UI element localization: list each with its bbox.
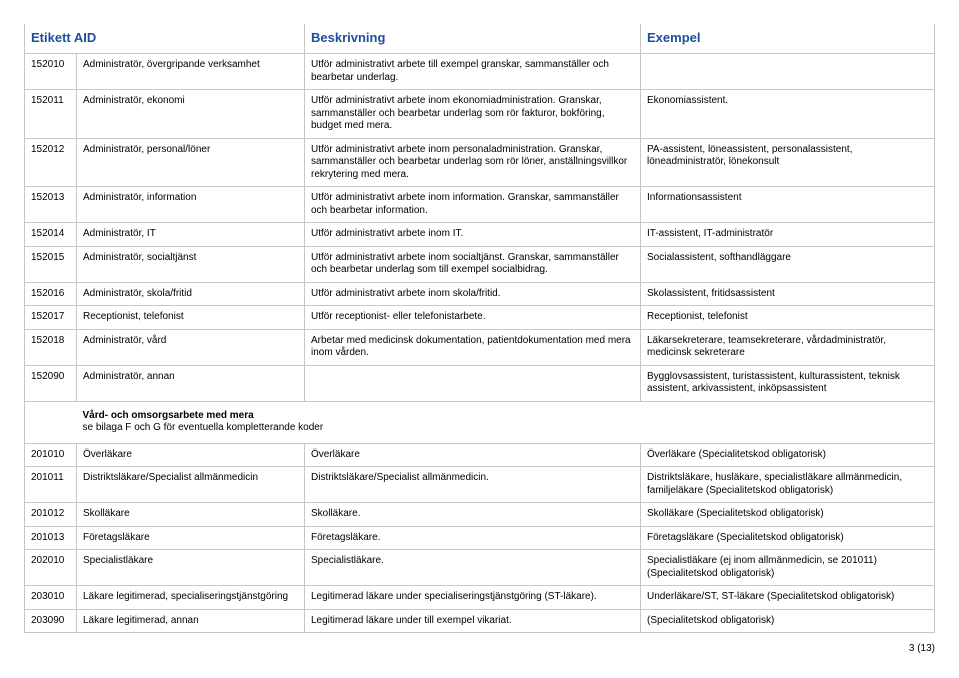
- example-cell: (Specialitetskod obligatorisk): [641, 609, 935, 633]
- table-row: 152018Administratör, vårdArbetar med med…: [25, 329, 935, 365]
- code-cell: 203090: [25, 609, 77, 633]
- table-row: 152014Administratör, ITUtför administrat…: [25, 223, 935, 247]
- table-row: 152090Administratör, annan Bygglovsassist…: [25, 365, 935, 401]
- label-cell: Receptionist, telefonist: [77, 306, 305, 330]
- code-cell: 152015: [25, 246, 77, 282]
- code-cell: 202010: [25, 550, 77, 586]
- desc-cell: Företagsläkare.: [305, 526, 641, 550]
- code-cell: 152010: [25, 54, 77, 90]
- label-cell: Specialistläkare: [77, 550, 305, 586]
- table-row: 202010SpecialistläkareSpecialistläkare.S…: [25, 550, 935, 586]
- table-row: 203010Läkare legitimerad, specialisering…: [25, 586, 935, 610]
- desc-cell: Utför administrativt arbete till exempel…: [305, 54, 641, 90]
- table-row: 152013Administratör, informationUtför ad…: [25, 187, 935, 223]
- label-cell: Administratör, socialtjänst: [77, 246, 305, 282]
- label-cell: Överläkare: [77, 443, 305, 467]
- code-cell: 201013: [25, 526, 77, 550]
- desc-cell: Utför administrativt arbete inom ekonomi…: [305, 90, 641, 139]
- desc-cell: Överläkare: [305, 443, 641, 467]
- table-row: 152010Administratör, övergripande verksa…: [25, 54, 935, 90]
- code-cell: 152018: [25, 329, 77, 365]
- label-cell: Företagsläkare: [77, 526, 305, 550]
- page-number: 3 (13): [24, 633, 935, 654]
- example-cell: [641, 54, 935, 90]
- desc-cell: Utför administrativt arbete inom skola/f…: [305, 282, 641, 306]
- desc-cell: Distriktsläkare/Specialist allmänmedicin…: [305, 467, 641, 503]
- desc-cell: Utför administrativt arbete inom socialt…: [305, 246, 641, 282]
- table-row: 201013FöretagsläkareFöretagsläkare.Föret…: [25, 526, 935, 550]
- code-cell: 152011: [25, 90, 77, 139]
- label-cell: Administratör, IT: [77, 223, 305, 247]
- table-row: 201012SkolläkareSkolläkare.Skolläkare (S…: [25, 503, 935, 527]
- example-cell: Företagsläkare (Specialitetskod obligato…: [641, 526, 935, 550]
- example-cell: Överläkare (Specialitetskod obligatorisk…: [641, 443, 935, 467]
- example-cell: PA-assistent, löneassistent, personalass…: [641, 138, 935, 187]
- label-cell: Administratör, personal/löner: [77, 138, 305, 187]
- code-cell: 201010: [25, 443, 77, 467]
- desc-cell: Specialistläkare.: [305, 550, 641, 586]
- section-title: Vård- och omsorgsarbete med mera: [83, 410, 254, 421]
- example-cell: Ekonomiassistent.: [641, 90, 935, 139]
- desc-cell: Utför receptionist- eller telefonistarbe…: [305, 306, 641, 330]
- label-cell: Administratör, vård: [77, 329, 305, 365]
- table-row: 152012Administratör, personal/lönerUtför…: [25, 138, 935, 187]
- label-cell: Administratör, annan: [77, 365, 305, 401]
- example-cell: Bygglovsassistent, turistassistent, kult…: [641, 365, 935, 401]
- desc-cell: Arbetar med medicinsk dokumentation, pat…: [305, 329, 641, 365]
- desc-cell: Utför administrativt arbete inom persona…: [305, 138, 641, 187]
- label-cell: Administratör, ekonomi: [77, 90, 305, 139]
- label-cell: Läkare legitimerad, annan: [77, 609, 305, 633]
- desc-cell: Utför administrativt arbete inom informa…: [305, 187, 641, 223]
- header-exempel: Exempel: [641, 24, 935, 54]
- example-cell: Underläkare/ST, ST-läkare (Specialitetsk…: [641, 586, 935, 610]
- code-cell: 152016: [25, 282, 77, 306]
- section-heading-text: Vård- och omsorgsarbete med mera se bila…: [77, 401, 935, 443]
- example-cell: Receptionist, telefonist: [641, 306, 935, 330]
- example-cell: Specialistläkare (ej inom allmänmedicin,…: [641, 550, 935, 586]
- code-cell: 152012: [25, 138, 77, 187]
- desc-cell: Legitimerad läkare under till exempel vi…: [305, 609, 641, 633]
- label-cell: Distriktsläkare/Specialist allmänmedicin: [77, 467, 305, 503]
- example-cell: Distriktsläkare, husläkare, specialistlä…: [641, 467, 935, 503]
- section-subtitle: se bilaga F och G för eventuella komplet…: [83, 422, 929, 435]
- desc-cell: Legitimerad läkare under specialiserings…: [305, 586, 641, 610]
- label-cell: Administratör, information: [77, 187, 305, 223]
- table-row: 201011Distriktsläkare/Specialist allmänm…: [25, 467, 935, 503]
- code-cell: 201011: [25, 467, 77, 503]
- header-beskrivning: Beskrivning: [305, 24, 641, 54]
- label-cell: Administratör, skola/fritid: [77, 282, 305, 306]
- code-cell: 152090: [25, 365, 77, 401]
- section-heading: [25, 401, 77, 443]
- table-row: 152017Receptionist, telefonistUtför rece…: [25, 306, 935, 330]
- example-cell: Skolläkare (Specialitetskod obligatorisk…: [641, 503, 935, 527]
- code-cell: 152017: [25, 306, 77, 330]
- header-etikett: Etikett AID: [25, 24, 305, 54]
- table-row: 152015Administratör, socialtjänstUtför a…: [25, 246, 935, 282]
- code-cell: 201012: [25, 503, 77, 527]
- label-cell: Skolläkare: [77, 503, 305, 527]
- desc-cell: Skolläkare.: [305, 503, 641, 527]
- example-cell: Läkarsekreterare, teamsekreterare, vårda…: [641, 329, 935, 365]
- example-cell: Socialassistent, softhandläggare: [641, 246, 935, 282]
- code-cell: 152014: [25, 223, 77, 247]
- example-cell: Skolassistent, fritidsassistent: [641, 282, 935, 306]
- table-row: 152011Administratör, ekonomiUtför admini…: [25, 90, 935, 139]
- example-cell: IT-assistent, IT-administratör: [641, 223, 935, 247]
- classification-table: Etikett AID Beskrivning Exempel 152010Ad…: [24, 24, 935, 633]
- table-row: 201010ÖverläkareÖverläkareÖverläkare (Sp…: [25, 443, 935, 467]
- label-cell: Administratör, övergripande verksamhet: [77, 54, 305, 90]
- label-cell: Läkare legitimerad, specialiseringstjäns…: [77, 586, 305, 610]
- code-cell: 203010: [25, 586, 77, 610]
- table-row: 203090Läkare legitimerad, annanLegitimer…: [25, 609, 935, 633]
- code-cell: 152013: [25, 187, 77, 223]
- desc-cell: Utför administrativt arbete inom IT.: [305, 223, 641, 247]
- table-row: 152016Administratör, skola/fritidUtför a…: [25, 282, 935, 306]
- example-cell: Informationsassistent: [641, 187, 935, 223]
- desc-cell: [305, 365, 641, 401]
